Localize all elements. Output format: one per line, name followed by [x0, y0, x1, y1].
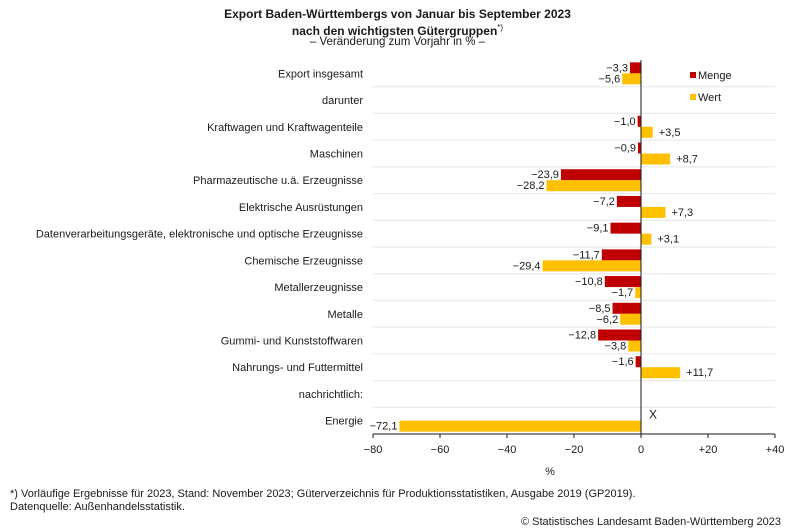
wert-value-label: −5,6: [599, 73, 621, 85]
wert-bar: [622, 73, 641, 85]
wert-bar: [641, 206, 666, 218]
wert-value-label: −28,2: [517, 180, 545, 192]
category-label: Pharmazeutische u.ä. Erzeugnisse: [193, 175, 363, 187]
x-tick-label: −20: [565, 444, 584, 456]
wert-value-label: −1,7: [612, 287, 634, 299]
wert-value-label: −29,4: [513, 260, 541, 272]
menge-value-label: −3,3: [606, 62, 628, 74]
chart-subtitle: – Veränderung zum Vorjahr in % –: [309, 36, 486, 48]
menge-value-label: X: [649, 408, 657, 422]
wert-bar: [620, 313, 641, 325]
menge-value-label: −23,9: [531, 169, 559, 181]
menge-bar: [610, 222, 641, 234]
data-source: Datenquelle: Außenhandelsstatistik.: [10, 501, 185, 513]
category-label: Metallerzeugnisse: [274, 282, 363, 294]
category-label: Maschinen: [310, 149, 363, 161]
menge-value-label: −1,6: [612, 356, 634, 368]
menge-bar: [560, 169, 641, 181]
category-label: Nahrungs- und Futtermittel: [232, 362, 363, 374]
legend-label-wert: Wert: [698, 92, 721, 104]
menge-value-label: −7,2: [593, 196, 615, 208]
menge-value-label: −9,1: [587, 223, 609, 235]
wert-value-label: −72,1: [370, 421, 398, 433]
menge-bar: [598, 329, 641, 341]
legend-swatch-menge: [690, 72, 696, 78]
menge-value-label: −10,8: [575, 276, 603, 288]
category-label: Datenverarbeitungsgeräte, elektronische …: [36, 229, 363, 241]
footnote: *) Vorläufige Ergebnisse für 2023, Stand…: [10, 488, 636, 500]
category-label: Energie: [325, 416, 363, 428]
menge-bar: [604, 276, 641, 288]
wert-bar: [635, 287, 641, 299]
wert-value-label: +3,5: [659, 127, 681, 139]
x-tick-label: −60: [431, 444, 450, 456]
legend-label-menge: Menge: [698, 70, 732, 82]
wert-bar: [628, 340, 641, 352]
x-tick-label: +20: [699, 444, 718, 456]
x-tick-label: −80: [364, 444, 383, 456]
wert-value-label: −3,8: [605, 341, 627, 353]
menge-bar: [612, 302, 641, 314]
category-label: Gummi- und Kunststoffwaren: [221, 336, 363, 348]
bar-chart: Export insgesamt darunter Kraftwagen und K…: [36, 60, 785, 478]
wert-bar: [641, 126, 653, 138]
menge-value-label: −0,9: [614, 143, 636, 155]
chart-title-line2: nach den wichtigsten Gütergruppen: [291, 24, 498, 38]
wert-bar: [641, 367, 681, 379]
wert-value-label: +7,3: [671, 207, 693, 219]
menge-bar: [616, 195, 641, 207]
x-tick-label: +40: [766, 444, 785, 456]
wert-bar: [546, 180, 641, 192]
wert-value-label: −6,2: [597, 314, 619, 326]
category-label: Export insgesamt: [278, 68, 363, 80]
x-tick-label: 0: [638, 444, 644, 456]
menge-bar: [637, 115, 641, 127]
menge-bar: [635, 356, 641, 368]
category-label: Elektrische Ausrüstungen: [239, 202, 363, 214]
wert-value-label: +3,1: [657, 234, 679, 246]
x-axis-label: %: [545, 466, 555, 478]
wert-bar: [542, 260, 641, 272]
wert-bar: [641, 153, 671, 165]
menge-value-label: −11,7: [573, 249, 600, 261]
menge-bar: [629, 62, 641, 74]
menge-bar: [637, 142, 641, 154]
wert-bar: [641, 233, 652, 245]
menge-value-label: −8,5: [589, 303, 611, 315]
category-label: darunter: [322, 95, 363, 107]
category-label: nachrichtlich:: [299, 389, 363, 401]
menge-value-label: −12,8: [568, 330, 596, 342]
legend-swatch-wert: [690, 94, 696, 100]
wert-bar: [399, 420, 641, 432]
menge-bar: [601, 249, 641, 261]
category-label: Kraftwagen und Kraftwagenteile: [207, 122, 363, 134]
category-label: Metalle: [328, 309, 363, 321]
chart-title-line1: Export Baden-Württembergs von Januar bis…: [224, 7, 571, 21]
menge-value-label: −1,0: [614, 116, 636, 128]
chart-title-footnote-mark: *): [497, 23, 504, 32]
category-label: Chemische Erzeugnisse: [244, 255, 363, 267]
copyright: © Statistisches Landesamt Baden-Württemb…: [520, 516, 781, 528]
wert-value-label: +8,7: [676, 154, 698, 166]
wert-value-label: +11,7: [686, 367, 713, 379]
chart-title: Export Baden-Württembergs von Januar bis…: [0, 8, 795, 38]
x-tick-label: −40: [498, 444, 517, 456]
